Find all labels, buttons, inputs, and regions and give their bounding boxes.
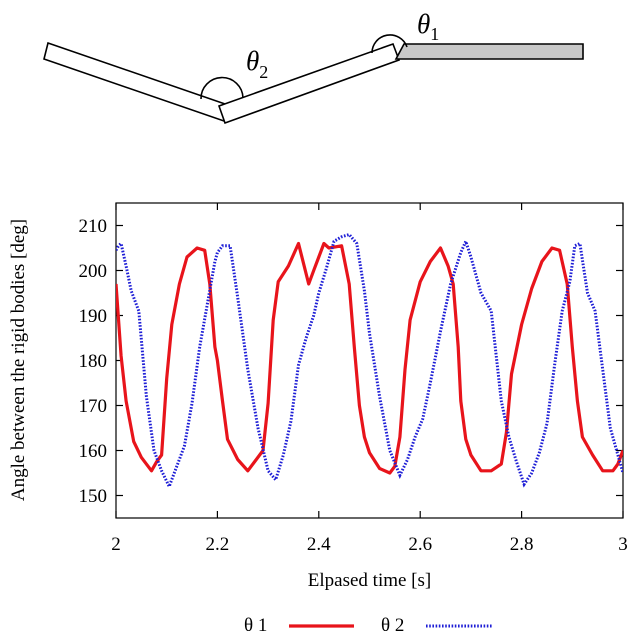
theta1-label: θ1 [417,9,439,44]
link-left [43,41,229,123]
y-tick-label: 200 [79,261,108,282]
x-tick-label: 2.8 [510,534,534,555]
y-tick-label: 190 [79,306,108,327]
x-tick-label: 2.4 [307,534,331,555]
series-theta1-line [116,241,623,475]
x-tick-label: 2.6 [408,534,432,555]
link-middle [217,42,401,125]
legend: θ 1 θ 2 [244,615,493,636]
theta2-label: θ2 [246,46,268,82]
theta2-subscript: 2 [259,62,268,82]
x-tick-label: 2 [111,534,121,555]
legend-label-theta2: θ 2 [381,615,404,636]
plot-frame [115,202,624,519]
x-axis-label: Elpased time [s] [308,570,431,591]
theta1-subscript: 1 [430,24,439,44]
x-tick-label: 2.2 [206,534,230,555]
legend-label-theta1: θ 1 [244,615,267,636]
y-tick-label: 150 [79,486,108,507]
y-axis-label: Angle between the rigid bodies [deg] [8,219,29,501]
series-theta2-line [116,232,623,491]
axis-tick-labels: 2 2.2 2.4 2.6 2.8 3 150 160 170 180 190 200 210 [79,216,628,555]
y-tick-label: 180 [79,351,108,372]
x-tick-label: 3 [618,534,628,555]
mechanism-diagram: θ1 θ2 [43,9,584,125]
y-tick-label: 170 [79,396,108,417]
link-fixed [394,43,584,60]
chart: 2 2.2 2.4 2.6 2.8 3 150 160 170 180 190 200 210 Elpa… [8,202,628,636]
theta1-arc [371,34,408,54]
y-tick-label: 160 [79,441,108,462]
theta2-arc [200,76,244,100]
y-tick-label: 210 [79,216,108,237]
axis-ticks [115,203,624,518]
